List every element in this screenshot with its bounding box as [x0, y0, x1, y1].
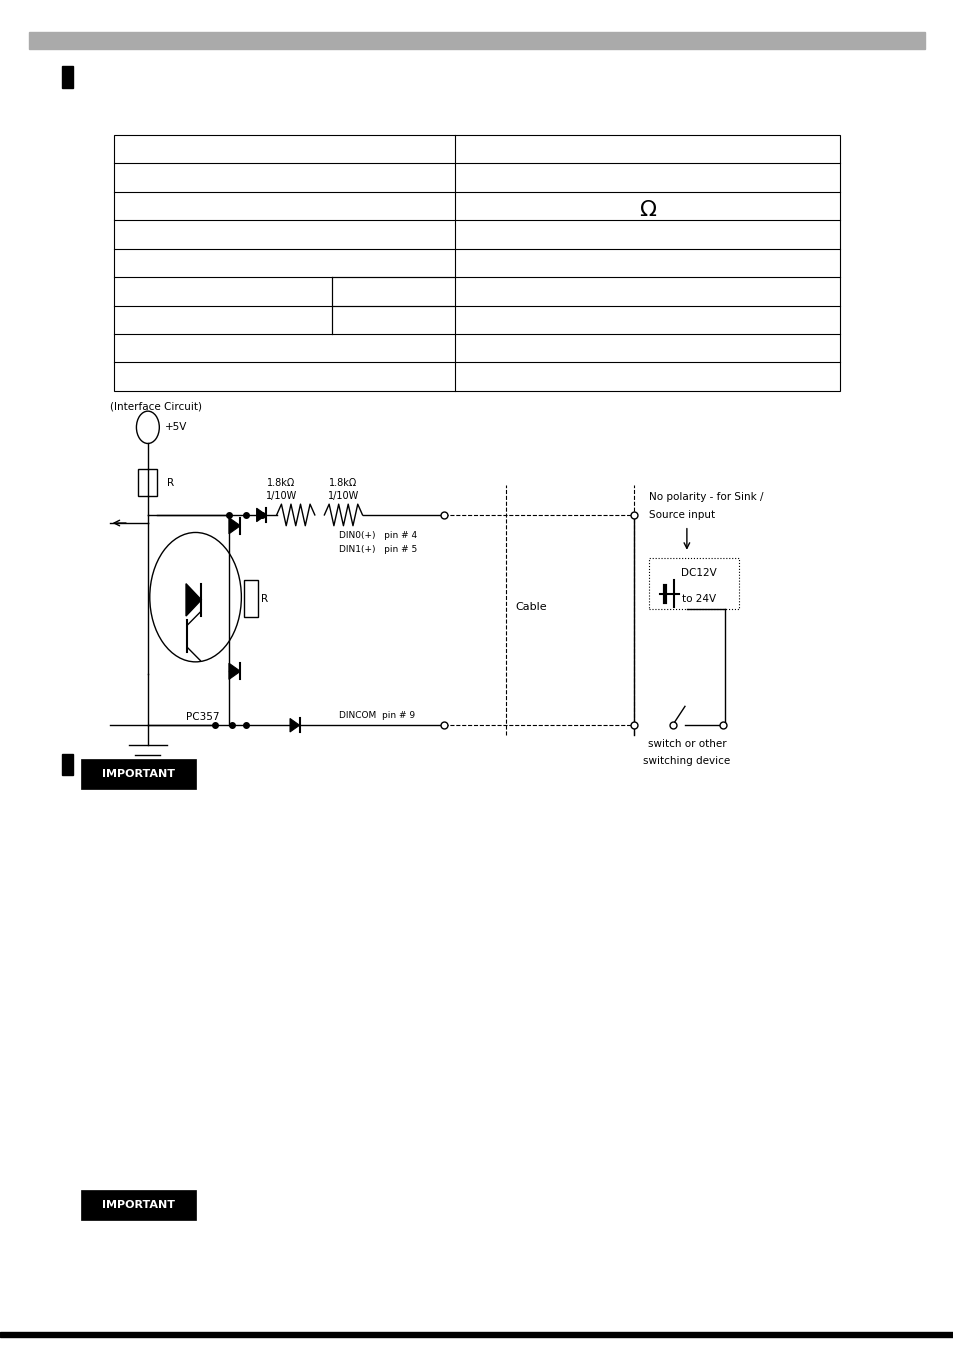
Text: 1/10W: 1/10W — [266, 492, 296, 501]
Text: No polarity - for Sink /: No polarity - for Sink / — [648, 492, 762, 501]
Text: DINCOM  pin # 9: DINCOM pin # 9 — [338, 710, 415, 720]
Text: DC12V: DC12V — [680, 569, 716, 578]
Bar — [81, 1190, 195, 1220]
Bar — [138, 469, 157, 496]
Polygon shape — [229, 518, 240, 534]
Text: 1/10W: 1/10W — [328, 492, 358, 501]
Polygon shape — [256, 508, 266, 522]
Text: R: R — [261, 593, 268, 604]
Text: to 24V: to 24V — [680, 594, 715, 604]
Text: PC357: PC357 — [186, 712, 219, 723]
Text: Ω: Ω — [639, 201, 656, 220]
Text: 1.8kΩ: 1.8kΩ — [267, 479, 295, 488]
Bar — [81, 759, 195, 789]
Text: R: R — [167, 477, 173, 488]
Text: switching device: switching device — [642, 756, 730, 766]
Text: DIN1(+)   pin # 5: DIN1(+) pin # 5 — [338, 545, 416, 554]
Bar — [244, 580, 257, 617]
Text: (Interface Circuit): (Interface Circuit) — [110, 402, 201, 411]
Polygon shape — [290, 718, 299, 732]
Polygon shape — [186, 584, 201, 616]
Text: DIN0(+)   pin # 4: DIN0(+) pin # 4 — [338, 531, 416, 541]
Text: 1.8kΩ: 1.8kΩ — [329, 479, 357, 488]
Bar — [114, 135, 839, 391]
Text: IMPORTANT: IMPORTANT — [102, 768, 174, 779]
Polygon shape — [229, 663, 240, 679]
Bar — [62, 66, 73, 88]
Bar — [0, 1332, 953, 1337]
Text: Cable: Cable — [515, 601, 546, 612]
Text: Source input: Source input — [648, 510, 714, 519]
Text: IMPORTANT: IMPORTANT — [102, 1200, 174, 1211]
Text: switch or other: switch or other — [647, 739, 725, 748]
Bar — [648, 558, 739, 609]
Bar — [29, 32, 924, 49]
Bar — [62, 754, 73, 775]
Text: +5V: +5V — [165, 422, 187, 433]
